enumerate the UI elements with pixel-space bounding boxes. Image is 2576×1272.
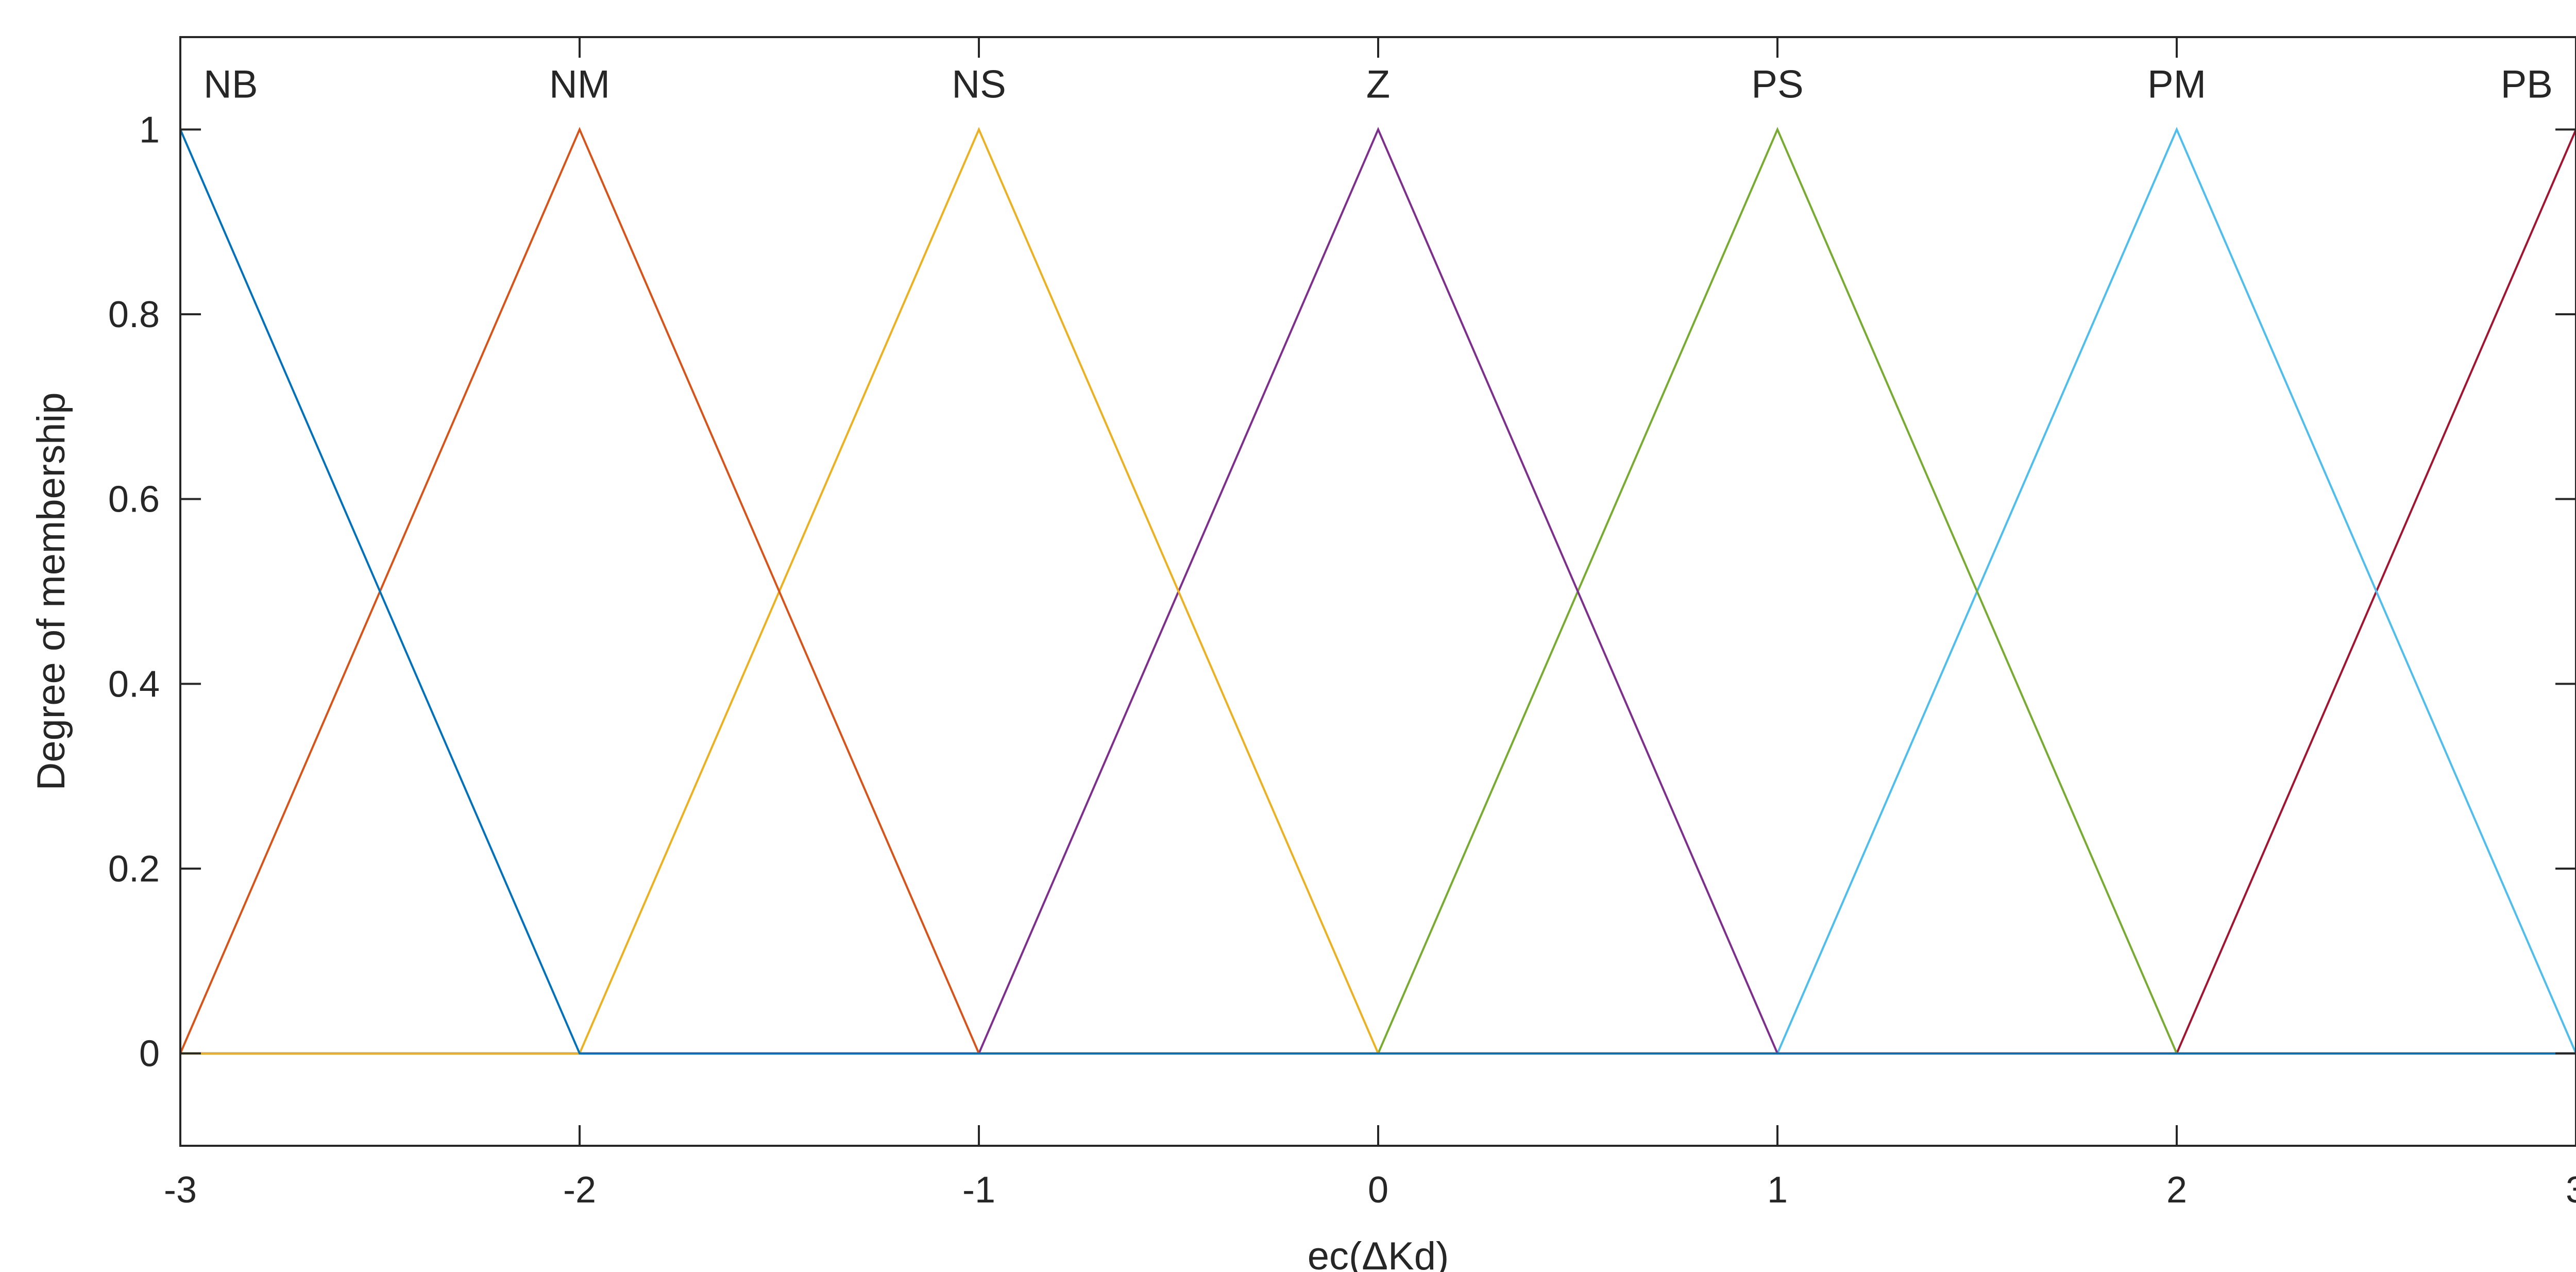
y-tick-label: 0.6 <box>108 479 160 520</box>
y-tick-label: 0 <box>139 1033 160 1075</box>
y-tick-label: 0.2 <box>108 849 160 890</box>
mf-label-ns: NS <box>952 63 1006 107</box>
x-tick-label: -1 <box>962 1169 995 1211</box>
y-tick-label: 0.4 <box>108 664 160 705</box>
mf-label-nb: NB <box>204 63 258 107</box>
x-axis-label: ec(ΔKd) <box>1308 1234 1449 1272</box>
x-tick-label: 0 <box>1368 1169 1388 1211</box>
mf-label-pb: PB <box>2501 63 2553 107</box>
plot-area-frame <box>179 36 2576 1147</box>
y-tick-label: 1 <box>139 109 160 150</box>
mf-label-z: Z <box>1366 63 1390 107</box>
ticks-layer <box>179 37 2576 1146</box>
x-tick-label: -3 <box>164 1169 197 1211</box>
x-tick-label: -2 <box>563 1169 596 1211</box>
x-tick-label: 2 <box>2166 1169 2187 1211</box>
labels-layer: -3 -2 -1 0 1 2 3 0 0.2 0.4 0.6 0.8 1 NB NM NS Z PS PM PB <box>108 63 2576 1211</box>
mf-label-ps: PS <box>1751 63 1803 107</box>
y-tick-label: 0.8 <box>108 294 160 335</box>
mf-label-nm: NM <box>549 63 610 107</box>
mf-label-pm: PM <box>2147 63 2206 107</box>
x-tick-label: 3 <box>2566 1169 2576 1211</box>
y-axis-label: Degree of membership <box>29 392 73 790</box>
x-tick-label: 1 <box>1767 1169 1788 1211</box>
